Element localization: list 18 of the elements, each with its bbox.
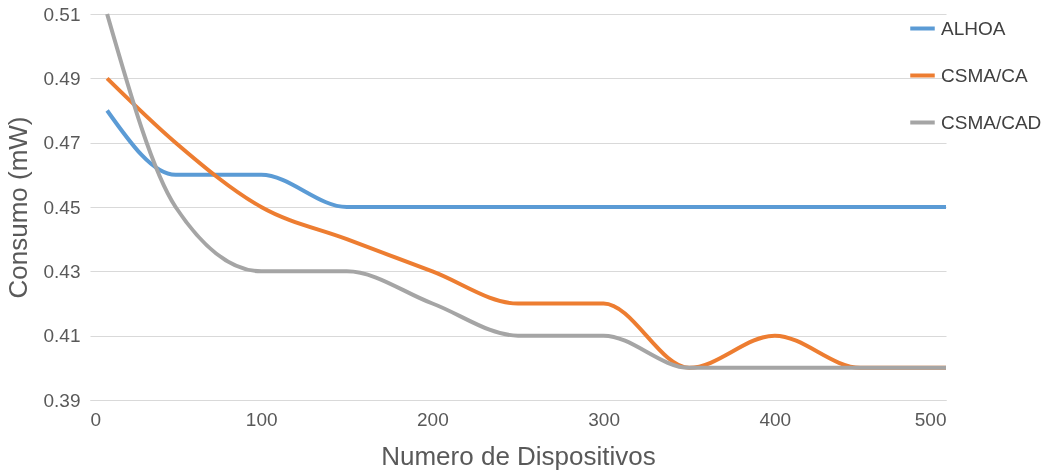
legend-label: CSMA/CAD: [941, 111, 1042, 133]
y-tick-label: 0.45: [43, 196, 81, 218]
legend-label: ALHOA: [941, 17, 1006, 39]
legend-label: CSMA/CA: [941, 64, 1028, 86]
x-tick-label: 400: [759, 408, 792, 430]
y-tick-label: 0.49: [43, 67, 81, 89]
x-tick-label: 100: [245, 408, 278, 430]
y-tick-label: 0.51: [43, 3, 81, 25]
x-tick-label: 0: [90, 408, 102, 430]
y-tick-label: 0.43: [43, 260, 81, 282]
x-tick-label: 300: [588, 408, 620, 430]
y-axis-title: Consumo (mW): [2, 116, 33, 299]
y-tick-label: 0.41: [43, 325, 81, 347]
y-tick-label: 0.47: [43, 132, 81, 154]
y-tick-label: 0.39: [43, 389, 81, 411]
x-tick-label: 200: [417, 408, 449, 430]
x-tick-label: 500: [914, 408, 947, 430]
x-axis-title: Numero de Dispositivos: [381, 440, 656, 471]
